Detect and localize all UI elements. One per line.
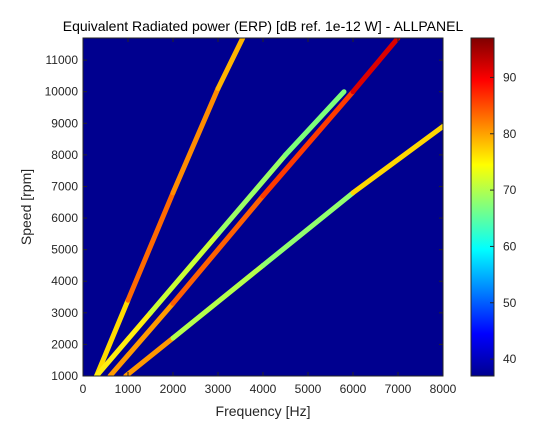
series-2 xyxy=(107,38,401,376)
y-tick-label: 11000 xyxy=(46,53,79,67)
x-axis-label: Frequency [Hz] xyxy=(216,403,311,419)
series-3-segment xyxy=(148,231,221,316)
chart-title: Equivalent Radiated power (ERP) [dB ref.… xyxy=(63,18,464,34)
colorbar-ticks: 40 50 60 70 80 90 xyxy=(490,70,517,366)
x-tick-label: 6000 xyxy=(340,382,367,396)
series-3-segment xyxy=(94,310,153,376)
series-2-segment xyxy=(170,193,266,306)
x-axis-ticks: 0 1000 2000 3000 4000 5000 6000 7000 8000 xyxy=(80,38,457,396)
series-1-segment xyxy=(170,86,221,196)
series-3-segment xyxy=(215,152,288,237)
colorbar-tick-label: 50 xyxy=(503,296,517,310)
y-tick-label: 7000 xyxy=(51,179,78,193)
series-4-segment xyxy=(260,190,356,268)
y-axis-ticks: 1000 2000 3000 4000 5000 6000 7000 8000 9000 1000… xyxy=(45,53,443,383)
colorbar-tick-label: 80 xyxy=(503,127,517,141)
colorbar-tick-label: 60 xyxy=(503,239,517,253)
x-tick-label: 4000 xyxy=(250,382,277,396)
colorbar-tick-label: 70 xyxy=(503,183,517,197)
y-tick-label: 2000 xyxy=(51,337,78,351)
series-1-segment xyxy=(215,38,246,92)
colorbar xyxy=(471,38,494,376)
x-tick-label: 3000 xyxy=(205,382,232,396)
series-1 xyxy=(94,38,246,376)
colorbar-tick-label: 40 xyxy=(503,352,517,366)
y-tick-label: 1000 xyxy=(51,369,78,383)
series-4-segment xyxy=(350,123,443,196)
y-tick-label: 10000 xyxy=(45,85,79,99)
series-2-segment xyxy=(260,89,356,199)
series-4-segment xyxy=(123,335,176,376)
x-tick-label: 8000 xyxy=(430,382,457,396)
x-tick-label: 7000 xyxy=(385,382,412,396)
series-2-segment xyxy=(107,300,176,376)
series-3-segment xyxy=(283,89,347,158)
series-2-segment xyxy=(350,38,401,95)
colorbar-tick-label: 90 xyxy=(503,70,517,84)
series-1-segment xyxy=(94,297,131,376)
watermark-text: 知乎 @振动噪声老法师 xyxy=(365,397,509,414)
series-layer xyxy=(94,38,443,376)
y-tick-label: 4000 xyxy=(51,274,78,288)
y-tick-label: 9000 xyxy=(51,116,78,130)
colorbar-frame xyxy=(470,37,495,377)
series-4 xyxy=(123,123,443,376)
series-1-segment xyxy=(125,190,176,303)
y-axis-label: Speed [rpm] xyxy=(18,169,34,245)
y-tick-label: 3000 xyxy=(51,306,78,320)
y-tick-label: 8000 xyxy=(51,148,78,162)
series-3 xyxy=(94,89,347,376)
x-tick-label: 1000 xyxy=(115,382,142,396)
x-tick-label: 2000 xyxy=(160,382,187,396)
series-4-segment xyxy=(170,262,266,341)
y-tick-label: 6000 xyxy=(51,211,78,225)
x-tick-label: 0 xyxy=(80,382,87,396)
x-tick-label: 5000 xyxy=(295,382,322,396)
y-tick-label: 5000 xyxy=(51,243,78,257)
